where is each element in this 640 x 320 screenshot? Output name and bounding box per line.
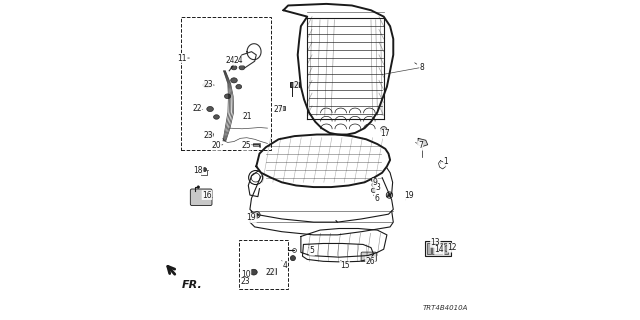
- Ellipse shape: [230, 78, 237, 83]
- Text: 23: 23: [203, 131, 212, 140]
- FancyBboxPatch shape: [361, 252, 376, 262]
- Bar: [268, 268, 276, 274]
- Ellipse shape: [250, 269, 257, 275]
- Polygon shape: [418, 138, 428, 147]
- Text: 22: 22: [266, 268, 275, 277]
- Text: 7: 7: [418, 141, 423, 150]
- Ellipse shape: [203, 82, 211, 88]
- Text: 18: 18: [193, 166, 203, 175]
- Text: 4: 4: [282, 261, 287, 270]
- Text: 12: 12: [447, 243, 457, 252]
- Circle shape: [291, 256, 296, 261]
- Ellipse shape: [231, 65, 237, 70]
- Text: 19: 19: [404, 191, 413, 200]
- Ellipse shape: [207, 132, 213, 137]
- Text: 23: 23: [203, 80, 212, 89]
- Ellipse shape: [225, 94, 230, 99]
- Text: 6: 6: [374, 194, 379, 204]
- Text: 13: 13: [431, 238, 440, 247]
- Ellipse shape: [214, 115, 220, 119]
- Bar: [438, 243, 442, 254]
- Text: TRT4B4010A: TRT4B4010A: [423, 305, 468, 311]
- Ellipse shape: [239, 65, 245, 70]
- Text: 3: 3: [375, 183, 380, 192]
- FancyBboxPatch shape: [190, 189, 212, 205]
- Bar: [290, 82, 299, 87]
- Circle shape: [371, 178, 376, 182]
- Text: 2: 2: [294, 81, 298, 90]
- Text: 1: 1: [444, 157, 448, 166]
- Text: 15: 15: [340, 261, 349, 270]
- Bar: [432, 243, 436, 254]
- Text: 9: 9: [372, 179, 378, 188]
- Text: 21: 21: [243, 113, 252, 122]
- Circle shape: [253, 212, 260, 218]
- Text: 5: 5: [310, 246, 314, 255]
- Text: 26: 26: [365, 257, 375, 266]
- Text: 14: 14: [435, 245, 444, 254]
- Circle shape: [197, 186, 200, 188]
- Circle shape: [388, 194, 391, 197]
- Text: 10: 10: [241, 270, 251, 279]
- Text: 16: 16: [202, 190, 212, 200]
- Circle shape: [372, 183, 376, 187]
- Bar: [181, 17, 271, 150]
- Text: FR.: FR.: [181, 280, 202, 291]
- Bar: [239, 240, 288, 289]
- Circle shape: [444, 246, 450, 252]
- Text: 27: 27: [273, 105, 283, 114]
- Bar: [425, 241, 451, 256]
- Bar: [278, 107, 285, 110]
- Text: 23: 23: [240, 277, 250, 286]
- Text: 11: 11: [178, 53, 187, 62]
- Text: 24: 24: [234, 56, 244, 65]
- Text: 22: 22: [193, 104, 202, 113]
- Bar: [427, 243, 431, 254]
- Text: 25: 25: [241, 141, 251, 150]
- Circle shape: [255, 213, 259, 216]
- Text: 20: 20: [212, 141, 221, 150]
- Text: 24: 24: [225, 56, 235, 65]
- Circle shape: [203, 168, 207, 172]
- Bar: [253, 143, 260, 146]
- Circle shape: [387, 192, 393, 198]
- Text: 8: 8: [420, 63, 424, 72]
- Circle shape: [381, 126, 387, 133]
- Bar: [444, 243, 448, 254]
- Circle shape: [371, 188, 376, 193]
- Text: 17: 17: [381, 129, 390, 138]
- Ellipse shape: [207, 107, 213, 112]
- Ellipse shape: [236, 84, 242, 89]
- Text: 19: 19: [246, 213, 256, 222]
